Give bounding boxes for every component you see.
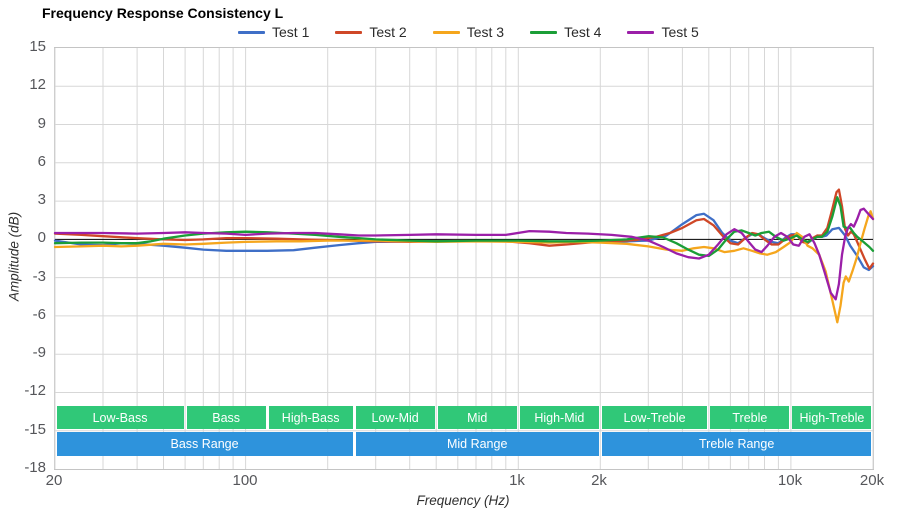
y-tick-0: 0	[37, 229, 46, 246]
band-low-bass: Low-Bass	[56, 406, 184, 429]
legend-label: Test 5	[661, 24, 699, 40]
y-tick--15: -15	[24, 421, 46, 438]
plot-area: Low-Bass Bass High-Bass Low-Mid Mid High-Mid L…	[53, 47, 875, 470]
legend-item-test-4: Test 4	[530, 23, 601, 41]
y-tick-6: 6	[37, 153, 46, 170]
legend-item-test-5: Test 5	[627, 23, 699, 41]
series-test-3	[53, 210, 875, 324]
x-tick-2k: 2k	[591, 472, 607, 489]
legend: Test 1 Test 2 Test 3 Test 4 Test 5	[238, 23, 699, 41]
band-high-bass: High-Bass	[268, 406, 353, 429]
band-label: Bass Range	[170, 437, 239, 451]
y-tick--6: -6	[32, 306, 46, 323]
band-bass-range: Bass Range	[56, 432, 353, 456]
band-label: Bass	[212, 410, 241, 425]
y-tick--3: -3	[32, 268, 46, 285]
band-label: Mid Range	[446, 437, 508, 451]
legend-label: Test 4	[564, 24, 602, 40]
band-mid-range: Mid Range	[355, 432, 599, 456]
band-high-mid: High-Mid	[519, 406, 599, 429]
y-tick-3: 3	[37, 191, 46, 208]
x-tick-20k: 20k	[859, 472, 885, 489]
legend-swatch	[627, 30, 655, 34]
band-label: Low-Bass	[92, 410, 148, 425]
band-label: Mid	[467, 410, 488, 425]
band-label: Low-Treble	[623, 410, 686, 425]
x-tick-10k: 10k	[777, 472, 803, 489]
band-low-mid: Low-Mid	[355, 406, 435, 429]
band-label: Treble	[732, 410, 768, 425]
band-low-treble: Low-Treble	[601, 406, 708, 429]
legend-item-test-2: Test 2	[335, 23, 407, 41]
y-tick-15: 15	[29, 38, 46, 55]
band-high-treble: High-Treble	[792, 406, 872, 429]
band-label: High-Treble	[799, 410, 865, 425]
x-tick-1k: 1k	[509, 472, 525, 489]
y-tick-9: 9	[37, 115, 46, 132]
band-label: Treble Range	[699, 437, 775, 451]
x-axis-title: Frequency (Hz)	[416, 493, 510, 508]
legend-label: Test 1	[272, 24, 310, 40]
plot-canvas	[53, 48, 875, 469]
y-tick--18: -18	[24, 459, 46, 476]
legend-item-test-1: Test 1	[238, 23, 309, 41]
legend-swatch	[238, 30, 265, 34]
series-test-5	[53, 207, 875, 301]
band-treble: Treble	[710, 406, 790, 429]
y-tick-12: 12	[29, 76, 46, 93]
band-label: High-Bass	[281, 410, 340, 425]
y-tick--12: -12	[24, 382, 46, 399]
y-axis-title: Amplitude (dB)	[6, 211, 22, 302]
y-tick--9: -9	[32, 344, 46, 361]
legend-swatch	[432, 30, 460, 34]
x-tick-100: 100	[232, 472, 258, 489]
band-bass: Bass	[186, 406, 266, 429]
band-mid: Mid	[437, 406, 517, 429]
band-label: Low-Mid	[371, 410, 419, 425]
band-treble-range: Treble Range	[601, 432, 872, 456]
legend-item-test-3: Test 3	[432, 23, 505, 41]
chart-title: Frequency Response Consistency L	[42, 5, 284, 21]
legend-label: Test 2	[369, 24, 407, 40]
legend-swatch	[335, 30, 363, 34]
legend-swatch	[530, 30, 558, 34]
x-tick-20: 20	[45, 472, 63, 489]
legend-label: Test 3	[466, 24, 505, 40]
band-label: High-Mid	[534, 410, 585, 425]
series-test-2	[53, 188, 875, 270]
